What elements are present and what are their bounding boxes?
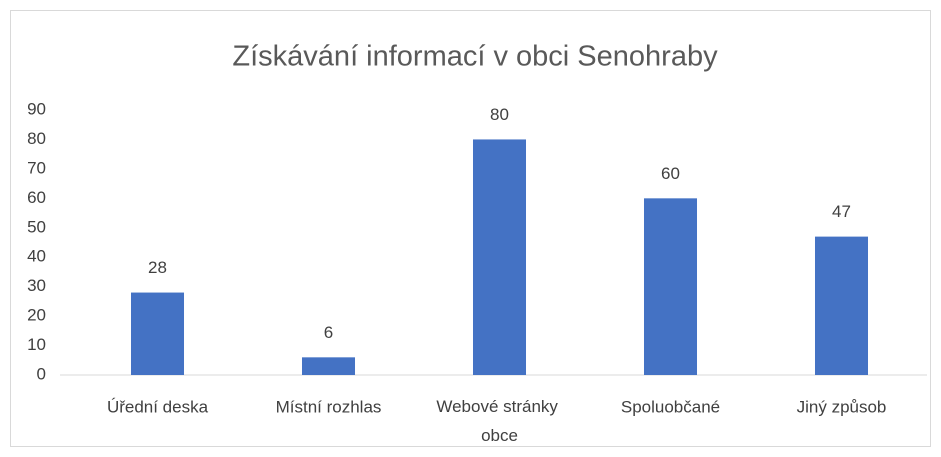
bar (130, 292, 185, 375)
y-tick-label: 60 (27, 188, 46, 207)
bar (814, 236, 869, 375)
data-label: 28 (148, 258, 167, 277)
y-tick-label: 20 (27, 306, 46, 325)
x-tick-label: Místní rozhlas (276, 397, 382, 416)
chart-title: Získávání informací v obci Senohraby (232, 41, 718, 73)
y-tick-label: 50 (27, 217, 46, 236)
data-label: 60 (661, 164, 680, 183)
y-tick-label: 70 (27, 158, 46, 177)
y-tick-label: 40 (27, 247, 46, 266)
x-tick-label: Jiný způsob (797, 397, 887, 416)
bar (643, 198, 698, 375)
data-label: 6 (324, 323, 333, 342)
y-tick-label: 10 (27, 335, 46, 354)
data-label: 47 (832, 202, 851, 221)
chart-border (10, 10, 931, 447)
x-tick-label: Úřední deska (107, 397, 209, 416)
y-tick-label: 80 (27, 129, 46, 148)
y-tick-label: 90 (27, 99, 46, 118)
y-tick-label: 0 (37, 364, 46, 383)
x-tick-label: Webové stránky obce (436, 397, 562, 445)
data-label: 80 (490, 105, 509, 124)
bar (472, 139, 527, 375)
bar (301, 357, 356, 375)
y-tick-label: 30 (27, 276, 46, 295)
x-tick-label: Spoluobčané (621, 397, 720, 416)
